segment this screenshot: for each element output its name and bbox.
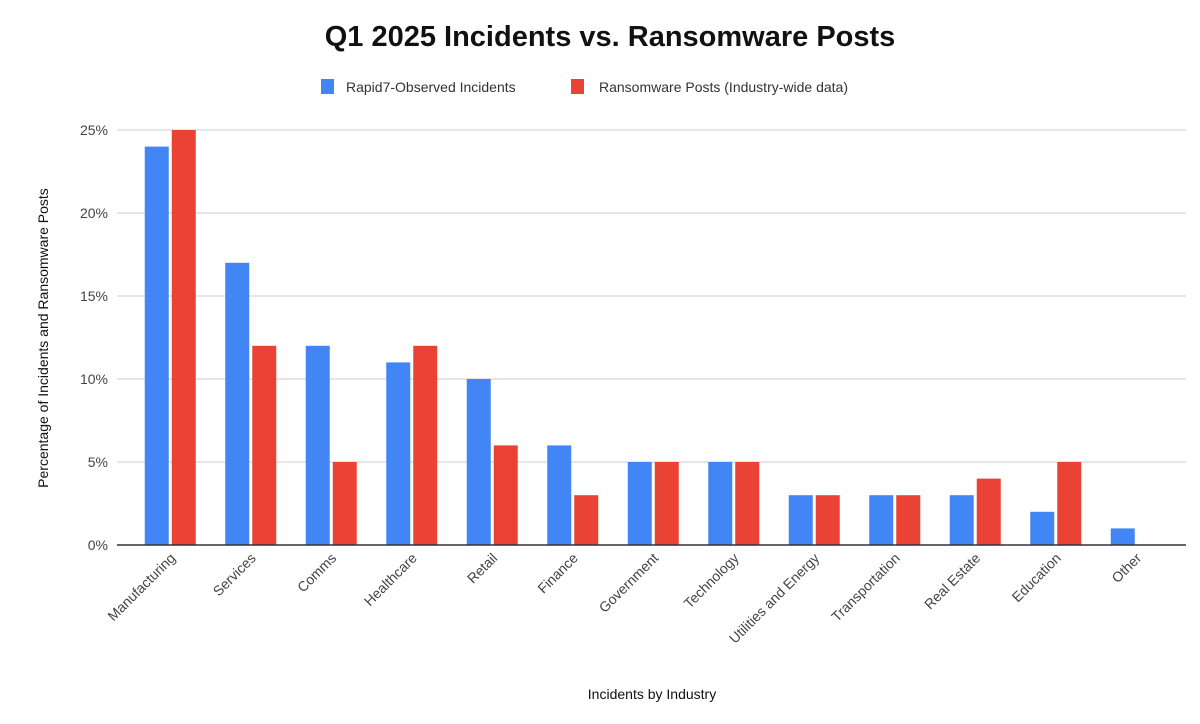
bar-ransomware-education <box>1057 462 1082 545</box>
bar-incidents-services <box>225 262 250 545</box>
y-tick-label: 10% <box>80 371 108 387</box>
bar-incidents-technology <box>708 462 733 545</box>
bar-incidents-utilities-and-energy <box>788 495 813 545</box>
x-tick-label: Healthcare <box>361 550 420 609</box>
y-tick-label: 0% <box>88 537 108 553</box>
legend-swatch-ransomware <box>571 79 584 94</box>
bar-ransomware-retail <box>493 445 518 545</box>
chart-title: Q1 2025 Incidents vs. Ransomware Posts <box>325 21 896 53</box>
bar-incidents-real-estate <box>949 495 974 545</box>
x-tick-label: Education <box>1009 550 1064 605</box>
bar-ransomware-comms <box>332 462 357 545</box>
x-tick-label: Services <box>210 550 259 599</box>
bar-incidents-government <box>627 462 652 545</box>
legend-label-ransomware: Ransomware Posts (Industry-wide data) <box>599 79 848 95</box>
bar-incidents-transportation <box>869 495 894 545</box>
bar-ransomware-manufacturing <box>171 130 196 545</box>
x-tick-label: Other <box>1108 550 1144 586</box>
x-tick-label: Real Estate <box>921 550 984 613</box>
y-tick-label: 15% <box>80 288 108 304</box>
bar-incidents-comms <box>305 345 330 545</box>
bar-incidents-education <box>1030 511 1055 545</box>
bar-ransomware-finance <box>574 495 599 545</box>
legend-swatch-incidents <box>321 79 334 94</box>
x-tick-label: Government <box>596 550 662 616</box>
x-tick-label: Transportation <box>828 550 903 625</box>
x-tick-label: Finance <box>534 550 581 597</box>
legend: Rapid7-Observed Incidents Ransomware Pos… <box>321 79 848 95</box>
bar-ransomware-real-estate <box>976 478 1001 545</box>
x-tick-label: Manufacturing <box>104 550 178 624</box>
bar-ransomware-healthcare <box>413 345 438 545</box>
x-tick-label: Technology <box>680 550 741 611</box>
bar-incidents-other <box>1110 528 1135 545</box>
bar-incidents-healthcare <box>386 362 411 545</box>
y-axis-label: Percentage of Incidents and Ransomware P… <box>35 188 51 488</box>
x-tick-label: Utilities and Energy <box>726 550 823 647</box>
bar-ransomware-technology <box>735 462 760 545</box>
bar-ransomware-utilities-and-energy <box>815 495 840 545</box>
x-axis-label: Incidents by Industry <box>588 686 716 702</box>
bar-ransomware-services <box>252 345 277 545</box>
y-tick-label: 20% <box>80 205 108 221</box>
y-tick-label: 5% <box>88 454 108 470</box>
bar-incidents-manufacturing <box>144 146 169 545</box>
bar-incidents-finance <box>547 445 572 545</box>
x-tick-label: Comms <box>294 550 339 595</box>
legend-label-incidents: Rapid7-Observed Incidents <box>346 79 516 95</box>
bar-ransomware-government <box>654 462 679 545</box>
y-tick-label: 25% <box>80 122 108 138</box>
bar-incidents-retail <box>466 379 491 545</box>
bar-ransomware-transportation <box>896 495 921 545</box>
x-tick-label: Retail <box>464 550 501 587</box>
